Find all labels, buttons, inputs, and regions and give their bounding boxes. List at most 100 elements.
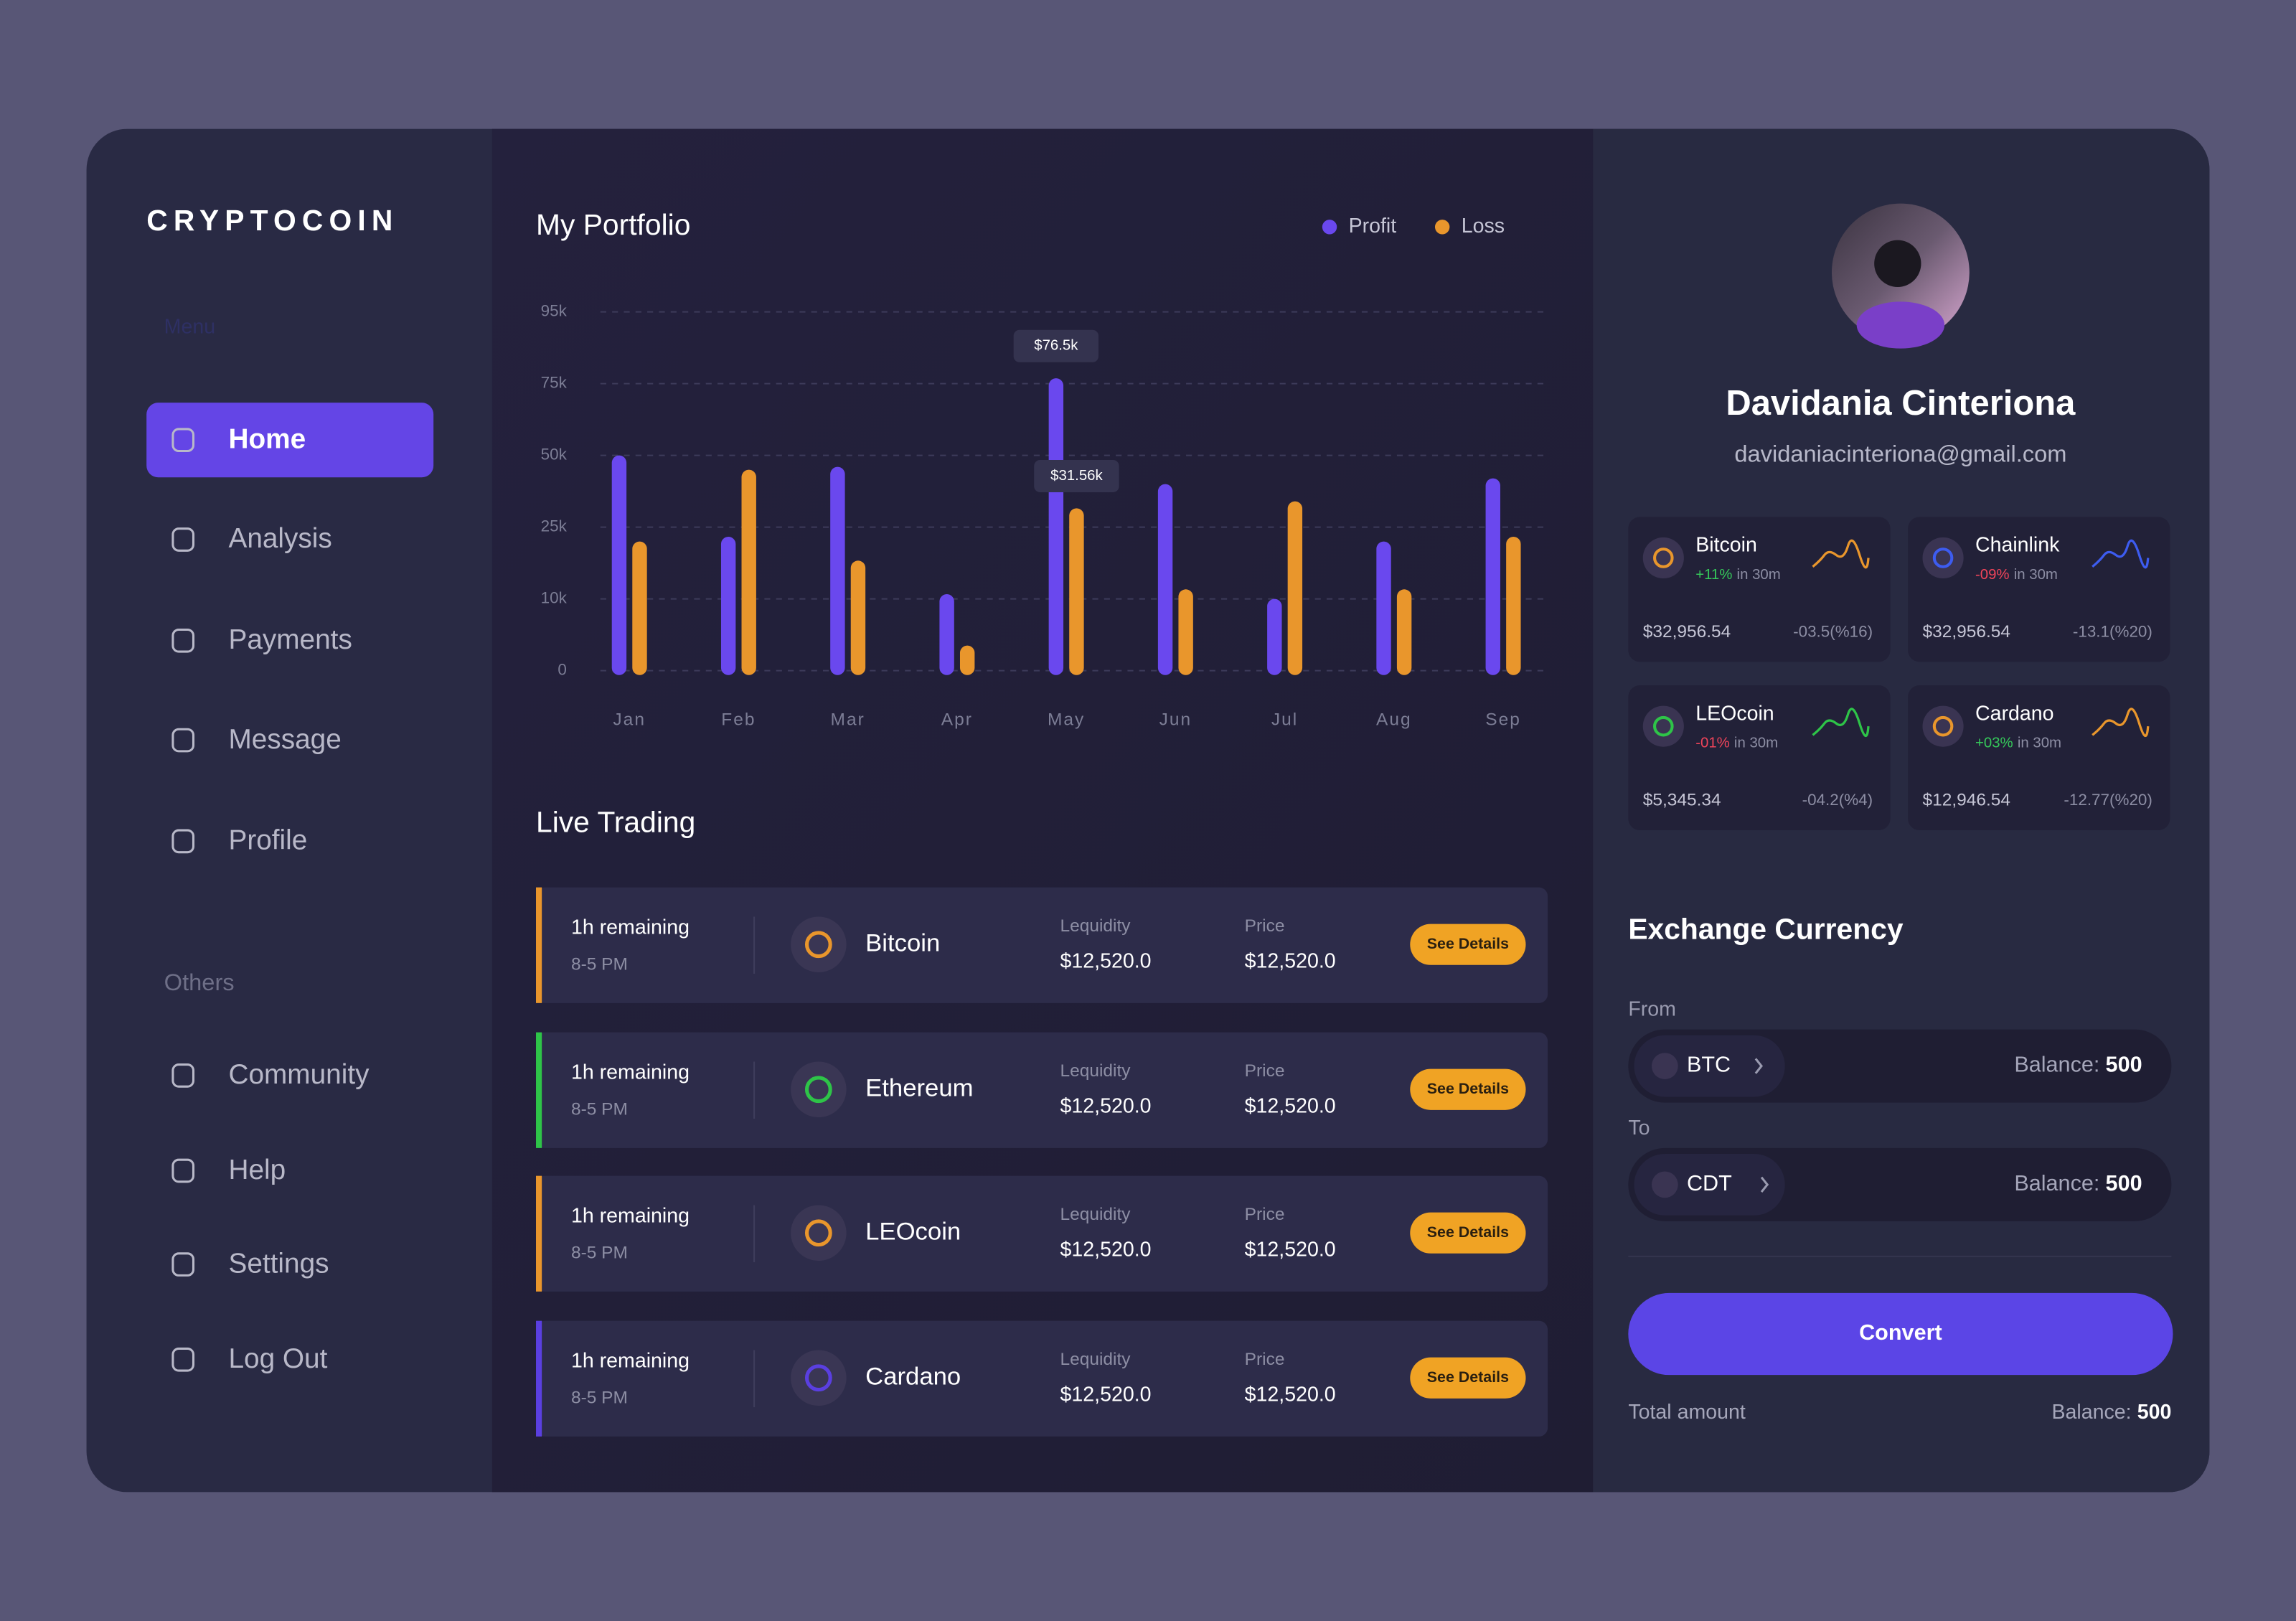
coin-change: -01% in 30m [1695,736,1778,751]
currency-icon [1651,1171,1678,1198]
details-label[interactable]: See Details [1427,1223,1509,1241]
coin-price: $12,946.54 [1923,791,2010,810]
coin-card-icon-inner [1653,548,1674,568]
x-tick-label: Aug [1376,710,1412,729]
liquidity-label: Lequidity [1060,916,1131,936]
trade-row [536,1032,1548,1148]
trade-hours: 8-5 PM [571,1388,628,1407]
currency-icon [1651,1053,1678,1079]
coin-card-icon [1922,705,1964,747]
price-label: Price [1245,1205,1285,1224]
currency-balance: Balance: 500 [2014,1171,2142,1195]
legend-dot [1322,220,1337,235]
nav-item[interactable]: Log Out [228,1343,327,1374]
liquidity-label: Lequidity [1060,1205,1131,1224]
balance-value: 500 [2106,1171,2142,1195]
details-button[interactable] [1410,924,1526,965]
bar [720,536,736,675]
to-label: To [1628,1117,1650,1140]
price-value: $12,520.0 [1245,1383,1336,1406]
nav-item[interactable]: Payments [228,624,352,655]
coin-name: Cardano [1975,702,2054,725]
change-suffix: in 30m [2018,736,2061,751]
bar [1396,589,1412,675]
currency-select[interactable] [1634,1154,1785,1216]
balance-value: 500 [2106,1053,2142,1077]
coin-card-icon [1642,705,1684,747]
value-label-bg [1034,460,1119,492]
bar [741,469,756,675]
bar [939,593,954,675]
coin-icon [791,1061,847,1118]
chevron [1754,1058,1763,1074]
change-value: +11% [1695,567,1732,583]
coin-icon-inner [804,931,832,959]
trade-coin: Ethereum [865,1074,973,1101]
bar [1376,541,1391,675]
trade-accent [536,1032,542,1148]
legend-label: Profit [1349,215,1397,238]
coin-price: $32,956.54 [1643,622,1731,642]
coin-icon [791,1205,847,1261]
nav-item[interactable]: Community [228,1059,370,1090]
details-button[interactable] [1410,1212,1526,1254]
change-value: -09% [1975,567,2010,583]
details-button[interactable] [1410,1068,1526,1110]
coin-price: $5,345.34 [1643,791,1721,810]
convert-button[interactable] [1628,1292,2173,1376]
nav-icon [171,1252,195,1277]
details-label[interactable]: See Details [1427,1080,1509,1097]
nav-item[interactable]: Analysis [228,523,331,554]
change-suffix: in 30m [2014,567,2058,583]
coin-icon [791,916,847,972]
convert-label[interactable]: Convert [1859,1320,1942,1345]
price-value: $12,520.0 [1245,949,1336,972]
bar [959,645,975,675]
trade-hours: 8-5 PM [571,1099,628,1119]
y-tick-label: 25k [541,517,568,535]
trade-accent [536,887,542,1003]
nav-item[interactable]: Settings [228,1248,329,1279]
trade-coin: Bitcoin [865,929,940,957]
details-button[interactable] [1410,1357,1526,1399]
details-label[interactable]: See Details [1427,1368,1509,1386]
nav-icon [171,428,195,453]
nav-item[interactable]: Message [228,724,341,755]
profile-name: Davidania Cinteriona [1726,384,2076,423]
liquidity-label: Lequidity [1060,1061,1131,1081]
bar [1178,589,1193,675]
x-tick-label: Mar [831,710,865,729]
legend-dot [1434,220,1450,235]
menu-label: Menu [164,316,215,339]
sparkline [2092,708,2150,738]
chevron [1760,1176,1769,1193]
trade-remaining: 1h remaining [571,1061,690,1084]
nav-item[interactable]: Profile [228,825,307,856]
avatar-shirt [1856,301,1945,349]
price-label: Price [1245,1061,1285,1081]
value-label-bg [1013,329,1099,362]
bar [611,455,627,675]
nav-active[interactable] [146,403,434,478]
coin-card-icon-inner [1932,715,1954,737]
currency-select[interactable] [1634,1035,1785,1097]
coin-card-icon-inner [1932,548,1954,568]
coin-icon-inner [804,1364,832,1392]
liquidity-value: $12,520.0 [1060,1094,1152,1117]
liquidity-value: $12,520.0 [1060,1238,1152,1261]
details-label[interactable]: See Details [1427,935,1509,952]
nav-item[interactable]: Home [228,423,306,454]
nav-item[interactable]: Help [228,1155,286,1185]
bar [1506,536,1521,675]
coin-delta: -12.77(%20) [2064,791,2152,809]
value-label: $76.5k [1034,338,1078,354]
nav-icon [171,728,195,753]
currency-code[interactable]: CDT [1687,1171,1732,1195]
liquidity-value: $12,520.0 [1060,949,1152,972]
y-tick-label: 50k [541,446,568,464]
currency-code[interactable]: BTC [1687,1053,1731,1077]
change-suffix: in 30m [1734,736,1778,751]
change-value: +03% [1975,736,2013,751]
